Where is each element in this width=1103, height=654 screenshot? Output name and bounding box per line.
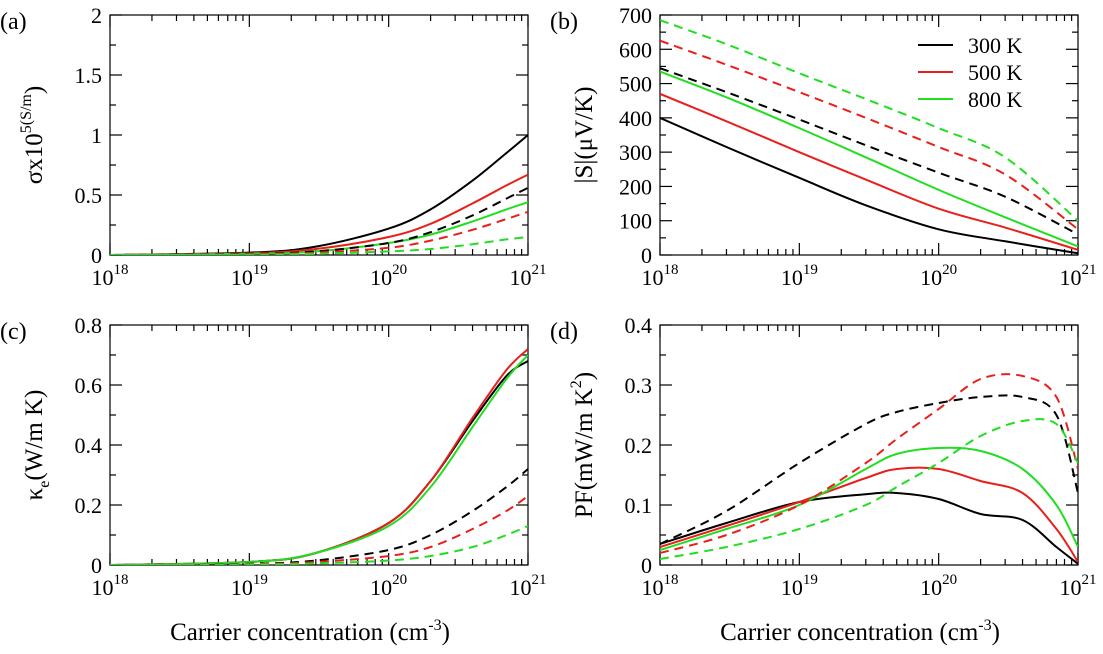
plot-frame [659, 324, 1079, 566]
y-tick-label: 0.2 [75, 493, 103, 518]
y-tick-label: 0.8 [75, 313, 103, 338]
x-tick-label: 1019 [231, 572, 268, 600]
y-tick-label: 0.5 [75, 183, 103, 208]
x-axis-label-right: Carrier concentration (cm-3) [720, 617, 1000, 646]
legend-label: 800 K [968, 87, 1023, 112]
x-tick-label: 1019 [781, 262, 818, 290]
y-tick-label: 500 [619, 72, 652, 97]
panel-d: 1018 1019 1020 1021 0 0.1 0.2 0.3 0.4 (d) PF(mW/m … [550, 313, 1097, 600]
series-line-800k-solid [110, 354, 528, 565]
y-axis-label: |S|(μV/K) [571, 86, 598, 183]
panel-label: (b) [550, 9, 578, 35]
series-line-300k-solid [110, 360, 528, 565]
series-line-300k-dashed [660, 394, 1078, 545]
series-line-300k-solid [660, 491, 1078, 565]
y-tick-label: 0.4 [75, 433, 103, 458]
x-tick-label: 1020 [370, 262, 407, 290]
x-tick-label: 1020 [370, 572, 407, 600]
series-line-500k-dashed [110, 495, 528, 565]
y-tick-label: 0.1 [625, 493, 653, 518]
panel-label: (d) [550, 319, 578, 345]
series-line-300k-dashed [110, 468, 528, 565]
legend-label: 500 K [968, 60, 1023, 85]
y-tick-label: 100 [619, 209, 652, 234]
panels: 1018 1019 1020 102100.511.52(a)σx105(S/m)10… [0, 3, 1097, 600]
x-tick-label: 1018 [92, 262, 129, 290]
y-tick-label: 0.2 [625, 433, 653, 458]
x-tick-label: 1018 [92, 572, 129, 600]
x-tick-label: 1019 [781, 572, 818, 600]
y-tick-label: 200 [619, 174, 652, 199]
x-tick-label: 1018 [642, 572, 679, 600]
y-tick-label: 0 [641, 553, 652, 578]
panel-label: (a) [0, 9, 27, 35]
plot-frame [109, 14, 529, 256]
y-tick-label: 300 [619, 140, 652, 165]
series-line-800k-solid [660, 70, 1078, 248]
series-line-300k-dashed [660, 67, 1078, 236]
y-axis-label: σx105(S/m) [18, 86, 48, 184]
series-line-800k-dashed [110, 525, 528, 565]
series-line-800k-dashed [110, 236, 528, 255]
series-line-800k-solid [660, 446, 1078, 551]
y-axis-label: κe(W/m K) [21, 390, 53, 501]
series-line-300k-dashed [110, 186, 528, 255]
y-tick-label: 600 [619, 37, 652, 62]
y-tick-label: 0 [91, 243, 102, 268]
x-tick-label: 1018 [642, 262, 679, 290]
panel-c: 1018 1019 1020 1021 0 0.2 0.4 0.6 0.8 (c) κe(W/m K… [0, 313, 547, 600]
y-tick-label: 0.6 [75, 373, 103, 398]
panel-label: (c) [0, 319, 27, 345]
y-tick-label: 2 [91, 3, 102, 28]
y-tick-label: 1.5 [75, 63, 103, 88]
panel-b: 1018 1019 1020 1021 0 100 200 300 400 500 600 700 (b… [550, 3, 1097, 290]
y-tick-label: 400 [619, 106, 652, 131]
y-tick-label: 0 [641, 243, 652, 268]
x-tick-label: 1021 [1060, 262, 1097, 290]
series-line-800k-solid [110, 201, 528, 255]
y-tick-label: 700 [619, 3, 652, 28]
x-tick-label: 1020 [920, 572, 957, 600]
x-tick-label: 1021 [1060, 572, 1097, 600]
x-axis-label-left: Carrier concentration (cm-3) [170, 617, 450, 646]
legend-label: 300 K [968, 33, 1023, 58]
x-tick-label: 1021 [510, 572, 547, 600]
series-line-500k-solid [110, 348, 528, 565]
series-line-300k-solid [110, 134, 528, 255]
x-tick-label: 1020 [920, 262, 957, 290]
x-tick-label: 1019 [231, 262, 268, 290]
y-tick-label: 0.3 [625, 373, 653, 398]
y-tick-label: 0 [91, 553, 102, 578]
y-tick-label: 0.4 [625, 313, 653, 338]
series-line-800k-dashed [660, 418, 1078, 560]
panel-a: 1018 1019 1020 1021 0 0.5 1 1.5 2 (a) σx105(S/m) [0, 3, 547, 290]
series-line-300k-solid [660, 116, 1078, 255]
series-line-500k-solid [660, 92, 1078, 251]
series-line-500k-solid [660, 466, 1078, 563]
y-axis-label: PF(mW/m K2) [568, 372, 598, 518]
x-tick-label: 1021 [510, 262, 547, 290]
y-tick-label: 1 [91, 123, 102, 148]
plot-frame [109, 324, 529, 566]
